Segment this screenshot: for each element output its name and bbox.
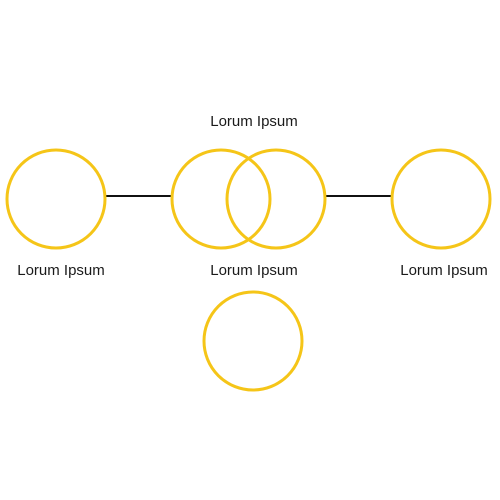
label-center: Lorum Ipsum (210, 262, 298, 279)
circle-center-left (170, 148, 272, 250)
label-left: Lorum Ipsum (17, 262, 105, 279)
circle-left (5, 148, 107, 250)
circle-bottom (202, 290, 304, 392)
circle-center-right (225, 148, 327, 250)
circle-right (390, 148, 492, 250)
label-right: Lorum Ipsum (400, 262, 488, 279)
label-top-center: Lorum Ipsum (210, 113, 298, 130)
